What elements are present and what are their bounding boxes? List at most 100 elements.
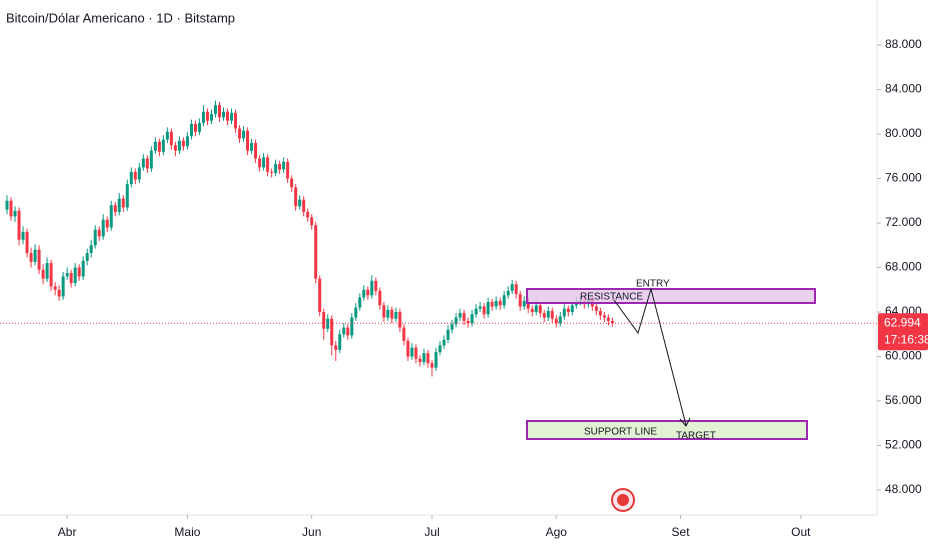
- candle-body: [137, 167, 141, 180]
- candle-body: [145, 158, 149, 169]
- x-tick-label: Maio: [174, 525, 200, 539]
- candle-body: [410, 347, 414, 357]
- candle-body: [310, 217, 314, 226]
- candle-body: [554, 318, 558, 324]
- candle-body: [390, 309, 394, 319]
- candle-body: [278, 164, 282, 170]
- candle-body: [446, 329, 450, 340]
- candle-body: [502, 295, 506, 306]
- candle-body: [462, 313, 466, 321]
- candle-body: [394, 312, 398, 319]
- candle-body: [117, 198, 121, 212]
- y-tick-label: 60.000: [885, 349, 922, 363]
- candle-body: [438, 345, 442, 353]
- candle-body: [362, 289, 366, 298]
- candle-body: [506, 290, 510, 296]
- candle-body: [434, 352, 438, 368]
- candle-body: [234, 112, 238, 129]
- candle-body: [302, 199, 306, 212]
- candle-body: [61, 276, 65, 297]
- candle-body: [93, 229, 97, 246]
- y-tick-label: 52.000: [885, 438, 922, 452]
- y-tick-label: 72.000: [885, 215, 922, 229]
- candle-body: [262, 157, 266, 168]
- candle-body: [57, 289, 61, 297]
- x-tick-label: Abr: [58, 525, 77, 539]
- candle-body: [238, 128, 242, 139]
- candle-body: [510, 284, 514, 291]
- candle-body: [17, 210, 21, 240]
- candle-body: [157, 141, 161, 152]
- candle-body: [334, 345, 338, 350]
- candle-body: [282, 161, 286, 170]
- candle-body: [41, 269, 45, 279]
- candle-body: [246, 130, 250, 151]
- y-tick-label: 48.000: [885, 482, 922, 496]
- candle-body: [213, 105, 217, 115]
- candle-body: [218, 105, 222, 118]
- candle-body: [53, 286, 57, 290]
- overlay: 62.994 17:16:38: [0, 313, 931, 351]
- candle-body: [189, 124, 193, 137]
- candle-body: [526, 300, 530, 309]
- candle-body: [382, 305, 386, 318]
- candle-body: [602, 315, 606, 318]
- target-label: TARGET: [676, 431, 716, 442]
- y-tick-label: 80.000: [885, 126, 922, 140]
- x-tick-label: Jul: [424, 525, 439, 539]
- candle-body: [550, 310, 554, 319]
- candle-body: [442, 339, 446, 346]
- candle-body: [13, 210, 17, 217]
- candle-body: [73, 267, 77, 284]
- candle-body: [522, 300, 526, 307]
- candle-body: [418, 358, 422, 363]
- candle-body: [570, 305, 574, 313]
- candle-body: [89, 245, 93, 254]
- candle-body: [566, 308, 570, 313]
- candle-body: [414, 347, 418, 359]
- candle-body: [426, 353, 430, 364]
- candle-body: [133, 171, 137, 180]
- candle-body: [169, 131, 173, 146]
- y-tick-label: 76.000: [885, 171, 922, 185]
- candle-body: [165, 131, 169, 140]
- candle-body: [546, 310, 550, 318]
- candle-body: [121, 198, 125, 208]
- resistance-label: RESISTANCE: [580, 292, 643, 303]
- candle-body: [205, 111, 209, 121]
- candle-body: [358, 297, 362, 308]
- candle-body: [125, 184, 129, 208]
- y-tick-label: 68.000: [885, 260, 922, 274]
- candle-body: [97, 229, 101, 237]
- candle-body: [606, 317, 610, 321]
- x-tick-label: Jun: [302, 525, 321, 539]
- y-tick-label: 56.000: [885, 393, 922, 407]
- support-label: SUPPORT LINE: [584, 427, 657, 438]
- candle-body: [129, 171, 133, 185]
- candle-body: [338, 334, 342, 350]
- candle-body: [290, 178, 294, 188]
- candle-body: [486, 301, 490, 315]
- candle-body: [342, 327, 346, 335]
- candle-body: [85, 253, 89, 261]
- candle-body: [314, 225, 318, 279]
- candle-body: [81, 260, 85, 277]
- candle-body: [474, 308, 478, 315]
- support-zone: [526, 420, 808, 440]
- candle-body: [201, 111, 205, 123]
- candle-body: [141, 158, 145, 168]
- candle-body: [109, 205, 113, 228]
- candle-body: [350, 317, 354, 336]
- candle-body: [274, 164, 278, 173]
- candle-body: [298, 199, 302, 207]
- candle-body: [482, 306, 486, 315]
- candle-body: [562, 308, 566, 317]
- candle-body: [77, 267, 81, 277]
- last-price-box: [878, 313, 928, 351]
- candle-body: [430, 363, 434, 368]
- chart-title: Bitcoin/Dólar Americano · 1D · Bitstamp: [6, 10, 235, 25]
- candle-body: [65, 273, 69, 277]
- y-tick-label: 88.000: [885, 37, 922, 51]
- projection-arrow: [679, 417, 691, 427]
- candle-body: [370, 280, 374, 296]
